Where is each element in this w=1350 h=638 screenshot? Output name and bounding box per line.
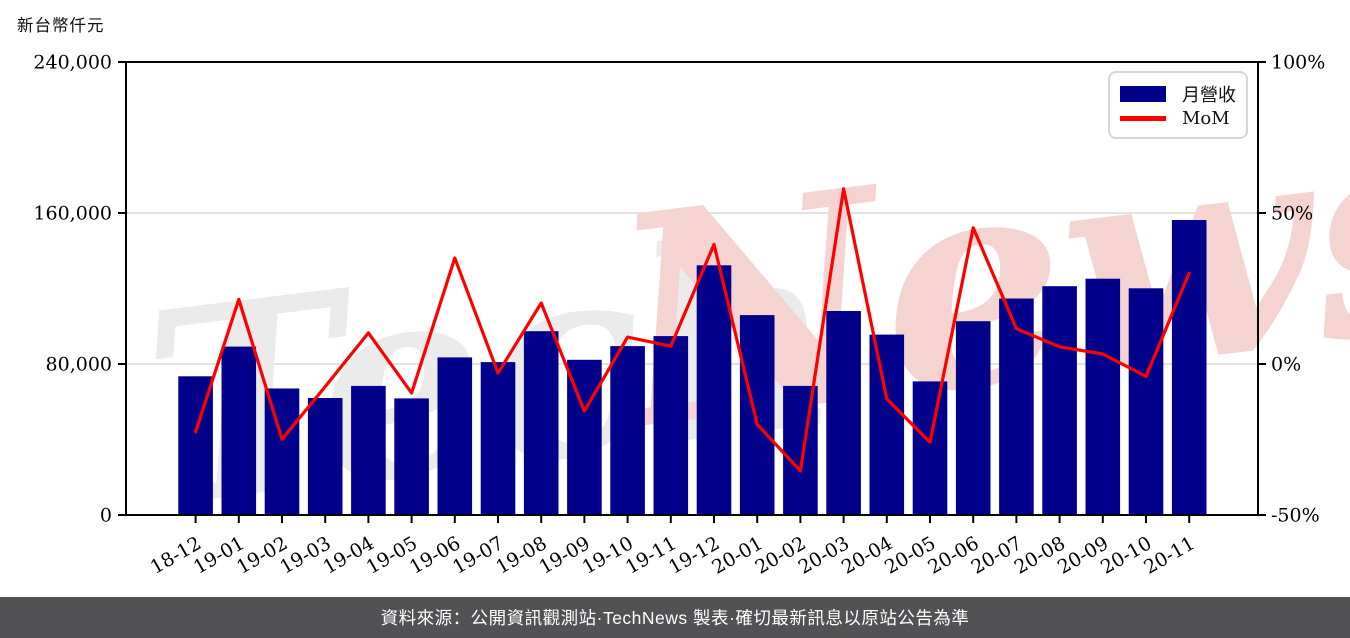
bar (696, 265, 732, 515)
bars-series (178, 220, 1207, 515)
legend-row-revenue: 月營收 (1120, 82, 1246, 106)
y-right-tick-label: -50% (1271, 505, 1320, 527)
bar (739, 315, 775, 515)
bar (999, 298, 1034, 515)
bar (653, 336, 689, 515)
footer-source-bar: 資料來源：公開資訊觀測站·TechNews 製表·確切最新訊息以原站公告為準 (0, 597, 1350, 638)
legend-mom-label: MoM (1182, 107, 1230, 129)
y-left-tick-label: 80,000 (46, 354, 112, 376)
chart-svg: TechNews080,000160,000240,000-50%0%50%10… (33, 52, 1350, 579)
bar (869, 334, 905, 515)
bar (221, 346, 257, 515)
bar (394, 398, 429, 515)
bar (351, 385, 386, 515)
y-right-tick-label: 0% (1271, 354, 1301, 376)
bar (1171, 220, 1207, 515)
legend-bar-label: 月營收 (1182, 85, 1236, 106)
bar (610, 346, 645, 515)
mom-line (194, 187, 1191, 473)
legend-row-mom: MoM (1120, 106, 1246, 130)
y-right-tick-label: 50% (1271, 203, 1313, 225)
legend-line-swatch (1120, 115, 1166, 121)
x-tick-label: 20-11 (1140, 532, 1198, 578)
bar (783, 385, 818, 515)
footer-source-text: 資料來源：公開資訊觀測站·TechNews 製表·確切最新訊息以原站公告為準 (380, 608, 970, 628)
bar (1042, 286, 1077, 515)
y-left-tick-label: 240,000 (33, 52, 112, 74)
bar (264, 388, 300, 515)
bar (1085, 278, 1121, 515)
y-left-tick-label: 160,000 (33, 203, 112, 225)
bar (955, 321, 991, 515)
bar (307, 398, 343, 515)
y-left-tick-label: 0 (100, 505, 112, 527)
bar (912, 381, 948, 515)
bar (523, 331, 559, 515)
y-axis-unit-label: 新台幣仟元 (17, 16, 105, 35)
bar (437, 357, 473, 515)
bar (1128, 288, 1164, 515)
y-right-tick-label: 100% (1271, 52, 1325, 74)
bar (480, 362, 516, 515)
legend-bar-swatch (1120, 86, 1166, 102)
legend: 月營收 MoM (1108, 71, 1248, 139)
plot-frame (125, 61, 1259, 516)
bar (826, 311, 861, 515)
